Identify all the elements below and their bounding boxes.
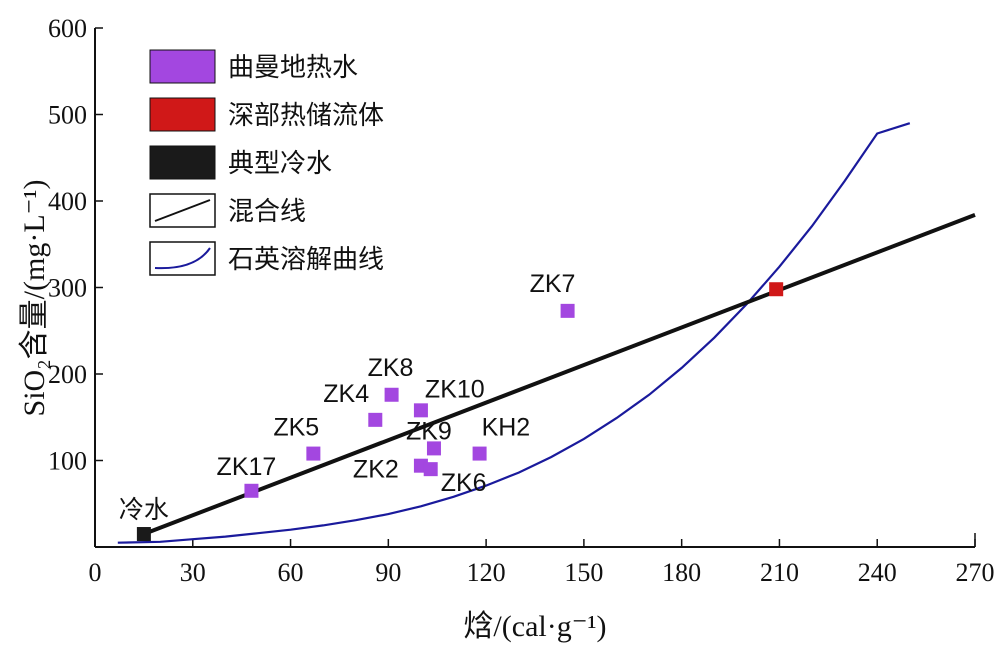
point-label: 冷水 bbox=[119, 496, 169, 524]
y-tick-label: 400 bbox=[48, 187, 87, 216]
data-point bbox=[244, 483, 259, 498]
legend-swatch bbox=[149, 145, 216, 180]
legend-label: 石英溶解曲线 bbox=[228, 245, 384, 275]
x-tick-label: 30 bbox=[180, 558, 206, 587]
y-tick-label: 300 bbox=[48, 274, 87, 303]
data-point bbox=[426, 441, 441, 456]
legend-curve-sample bbox=[154, 247, 211, 270]
data-point bbox=[413, 403, 428, 418]
data-point bbox=[560, 303, 575, 318]
point-label: ZK9 bbox=[406, 417, 452, 445]
point-label: ZK10 bbox=[425, 375, 485, 403]
legend-label: 典型冷水 bbox=[228, 149, 332, 179]
legend-label: 曲曼地热水 bbox=[228, 53, 358, 83]
x-ticks: 0 30 60 90 120 150 180 210 240 270 bbox=[89, 539, 995, 587]
legend-line-sample bbox=[154, 199, 211, 222]
axes: 0 30 60 90 120 150 180 210 240 270 100 200 300 400 50… bbox=[48, 14, 995, 587]
legend-swatch bbox=[149, 49, 216, 84]
point-label: ZK5 bbox=[273, 414, 319, 442]
data-point bbox=[136, 527, 151, 542]
x-tick-label: 180 bbox=[662, 558, 701, 587]
x-tick-label: 120 bbox=[467, 558, 506, 587]
x-tick-label: 270 bbox=[956, 558, 995, 587]
quartz-solubility-curve bbox=[117, 122, 911, 544]
mixing-line bbox=[143, 212, 976, 536]
y-tick-label: 600 bbox=[48, 14, 87, 43]
x-tick-label: 150 bbox=[564, 558, 603, 587]
y-tick-label: 200 bbox=[48, 360, 87, 389]
data-point bbox=[306, 446, 321, 461]
point-label: ZK6 bbox=[441, 469, 487, 497]
data-point bbox=[384, 387, 399, 402]
legend-swatch bbox=[149, 241, 216, 276]
x-axis-title: 焓/(cal·g⁻¹) bbox=[463, 610, 606, 643]
data-point bbox=[423, 462, 438, 477]
x-tick-label: 60 bbox=[278, 558, 304, 587]
y-tick-label: 500 bbox=[48, 101, 87, 130]
point-label: ZK7 bbox=[530, 270, 576, 298]
legend-label: 深部热储流体 bbox=[228, 101, 384, 131]
x-tick-label: 0 bbox=[89, 558, 102, 587]
x-tick-label: 210 bbox=[760, 558, 799, 587]
x-tick-label: 240 bbox=[858, 558, 897, 587]
point-label: ZK2 bbox=[353, 456, 399, 484]
legend-swatch bbox=[149, 97, 216, 132]
data-point bbox=[368, 412, 383, 427]
point-label: KH2 bbox=[482, 414, 531, 442]
y-axis-title: SiO₂含量/(mg·L⁻¹) bbox=[18, 180, 51, 417]
point-label: ZK4 bbox=[323, 380, 369, 408]
x-tick-label: 90 bbox=[375, 558, 401, 587]
y-ticks: 100 200 300 400 500 600 bbox=[48, 14, 103, 476]
data-points bbox=[136, 282, 784, 542]
data-point bbox=[472, 446, 487, 461]
legend-label: 混合线 bbox=[228, 197, 306, 227]
point-label: ZK8 bbox=[368, 354, 414, 382]
y-tick-label: 100 bbox=[48, 447, 87, 476]
data-point bbox=[769, 282, 784, 297]
point-label: ZK17 bbox=[217, 453, 277, 481]
